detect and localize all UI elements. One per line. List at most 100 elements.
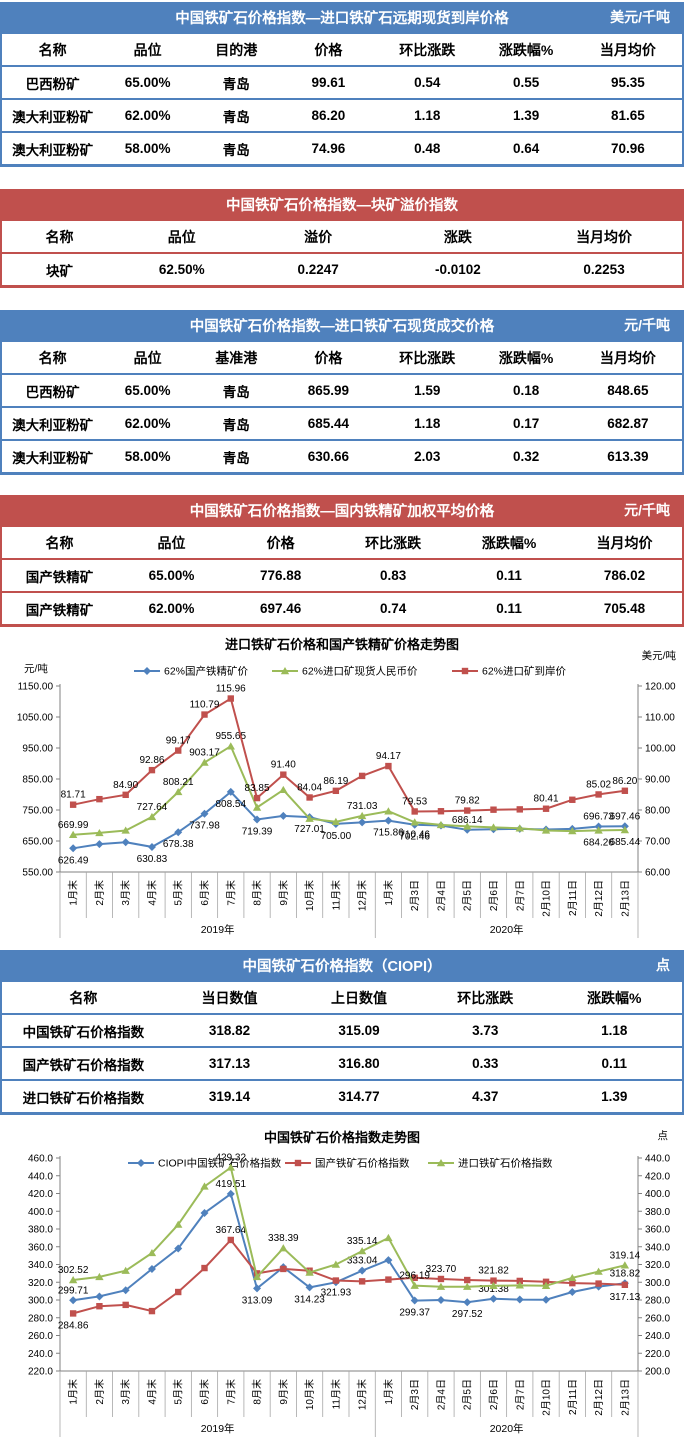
category-label: 5月末 — [172, 1379, 185, 1405]
cell: 776.88 — [226, 558, 336, 592]
legend-item: CIOPI中国铁矿石价格指数 — [128, 1157, 282, 1170]
column-header: 环比涨跌 — [457, 989, 514, 1006]
cell: 318.82 — [164, 1013, 295, 1047]
cell: 314.77 — [294, 1079, 424, 1114]
cell: 62.00% — [116, 591, 227, 626]
data-label: 299.71 — [58, 1285, 89, 1296]
cell: 630.66 — [280, 439, 377, 474]
left-axis-tick-label: 440.0 — [28, 1171, 53, 1182]
left-axis-tick-label: 220.0 — [28, 1367, 53, 1378]
square-data-marker — [201, 1264, 208, 1272]
column-header: 基准港 — [215, 349, 258, 366]
left-axis-tick-label: 1050.00 — [17, 713, 54, 724]
category-label: 1月末 — [67, 880, 80, 906]
cell: 65.00% — [103, 373, 192, 407]
data-label: 319.14 — [610, 1250, 641, 1261]
table-row: 巴西粉矿 65.00% 青岛 865.99 1.59 0.18 848.65 — [1, 373, 683, 407]
cell: 1.18 — [376, 406, 479, 440]
table-row: 进口铁矿石价格指数 319.14 314.77 4.37 1.39 — [1, 1079, 683, 1114]
cell: 青岛 — [191, 406, 281, 440]
data-label: 110.79 — [190, 700, 220, 711]
diamond-data-marker — [226, 1189, 235, 1198]
triangle-data-marker — [515, 1281, 524, 1289]
table-title: 中国铁矿石价格指数—国内铁精矿加权平均价格 — [189, 503, 495, 520]
index-trend-chart: 中国铁矿石价格指数走势图 点 460.0 440.0 420.0 400.0 380.0 36… — [28, 1130, 670, 1437]
legend: CIOPI中国铁矿石价格指数 国产铁矿石价格指数 进口铁矿石价格指数 — [128, 1157, 553, 1170]
square-data-marker — [621, 787, 629, 794]
category-label: 2月10日 — [541, 1379, 553, 1416]
triangle-data-marker — [436, 1282, 446, 1290]
square-data-marker — [621, 1281, 629, 1288]
table-lump-premium-index: 中国铁矿石价格指数—块矿溢价指数 名称 品位 溢价 涨跌 当月均价 块矿 62.50% 0.2… — [0, 189, 684, 288]
data-label: 626.49 — [58, 855, 89, 866]
series-line — [72, 696, 626, 813]
table-title: 中国铁矿石价格指数—进口铁矿石现货成交价格 — [189, 318, 495, 335]
diamond-data-marker — [515, 1295, 524, 1304]
data-label: 702.46 — [399, 832, 430, 843]
triangle-data-marker — [252, 803, 262, 811]
triangle-data-marker — [305, 1268, 314, 1276]
category-label: 2月11日 — [567, 1379, 579, 1415]
cell: 2.03 — [376, 439, 479, 474]
table-header-band: 中国铁矿石价格指数—进口铁矿石现货成交价格 元/千吨 — [0, 310, 684, 340]
category-label: 2月6日 — [488, 880, 500, 911]
triangle-data-marker — [384, 807, 393, 815]
data-label: 84.90 — [113, 780, 138, 791]
cell: 65.00% — [103, 65, 192, 99]
cell: 0.11 — [546, 1046, 683, 1080]
category-label: 1月末 — [67, 1379, 80, 1405]
table-unit: 点 — [656, 957, 670, 973]
year-group-label: 2020年 — [490, 1422, 524, 1435]
table-header-band: 中国铁矿石价格指数（CIOPI） 点 — [0, 950, 684, 980]
triangle-data-marker — [121, 1266, 130, 1274]
data-label: 321.82 — [478, 1266, 509, 1277]
triangle-data-marker — [357, 1247, 367, 1255]
triangle-legend-marker-icon — [436, 1159, 446, 1167]
category-label: 2月6日 — [488, 1379, 500, 1410]
diamond-data-marker — [410, 1296, 419, 1305]
cell: 0.2247 — [246, 252, 390, 287]
category-label: 2月10日 — [541, 880, 553, 917]
cell: 1.59 — [376, 373, 479, 407]
diamond-data-marker — [121, 838, 130, 847]
square-data-marker — [96, 1303, 103, 1310]
row-label: 澳大利亚粉矿 — [1, 131, 104, 166]
table-unit: 元/千吨 — [624, 317, 670, 333]
data-label: 317.13 — [610, 1292, 641, 1303]
cell: 62.00% — [103, 98, 192, 132]
data-label: 92.86 — [139, 755, 164, 766]
series-CIOPI中国铁矿石价格指数: 299.71 419.51 313.09 314.23 333.04 299.37 297.… — [58, 1179, 641, 1320]
diamond-data-marker — [305, 1283, 314, 1292]
data-label: 86.20 — [612, 776, 637, 787]
right-axis-tick-label: 80.00 — [645, 806, 670, 817]
diamond-data-marker — [200, 809, 209, 818]
cell: 70.96 — [573, 131, 683, 166]
diamond-data-marker — [384, 816, 393, 825]
square-data-marker — [542, 805, 550, 812]
data-label: 429.32 — [215, 1152, 246, 1163]
diamond-data-marker — [463, 1298, 472, 1307]
diamond-data-marker — [568, 1288, 577, 1297]
category-label: 9月末 — [277, 880, 290, 906]
cell: 865.99 — [280, 373, 377, 407]
series-line — [72, 1238, 625, 1315]
triangle-data-marker — [541, 826, 551, 834]
cell: 青岛 — [191, 98, 281, 132]
cell: 95.35 — [573, 65, 683, 99]
left-axis-tick-label: 380.0 — [28, 1225, 53, 1236]
row-label: 块矿 — [1, 252, 117, 287]
data-label: 284.86 — [58, 1320, 89, 1331]
cell: 0.33 — [423, 1046, 547, 1080]
square-data-marker — [464, 1276, 471, 1284]
cell: 62.00% — [103, 406, 192, 440]
data-label: 731.03 — [347, 801, 378, 812]
data-label: 296.19 — [399, 1271, 430, 1282]
cell: 315.09 — [294, 1013, 424, 1047]
cell: 0.11 — [451, 591, 568, 626]
category-label: 2月12日 — [593, 1379, 605, 1416]
right-axis-tick-label: 380.0 — [645, 1207, 670, 1218]
column-header: 名称 — [45, 228, 74, 245]
left-axis-tick-label: 360.0 — [28, 1242, 53, 1253]
right-axis-tick-label: 260.0 — [645, 1313, 670, 1324]
category-label: 6月末 — [198, 1379, 211, 1405]
